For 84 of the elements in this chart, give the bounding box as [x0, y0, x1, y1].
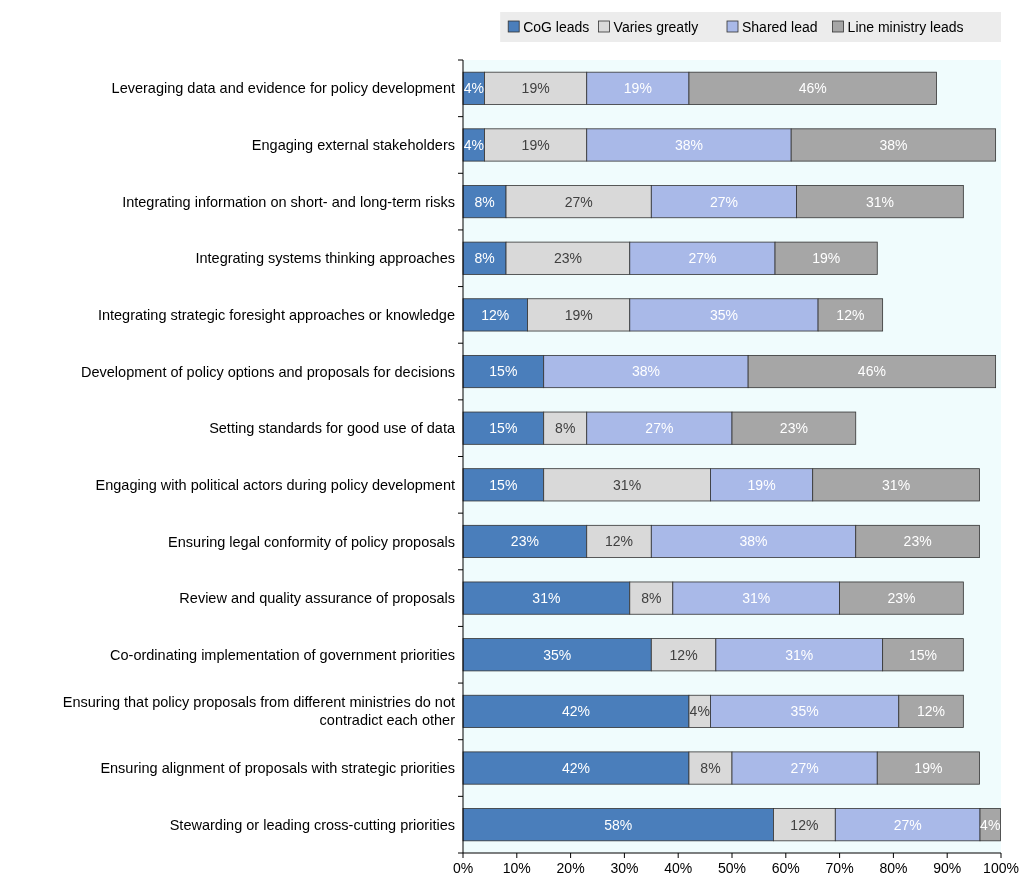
data-label: 38% — [879, 136, 908, 153]
data-label: 31% — [882, 476, 911, 493]
y-tick-label: Leveraging data and evidence for policy development — [111, 80, 455, 97]
data-label: 23% — [887, 590, 916, 607]
data-label: 8% — [555, 420, 576, 437]
data-label: 42% — [561, 703, 590, 720]
data-label: 12% — [481, 306, 510, 323]
data-label: 15% — [489, 420, 518, 437]
data-label: 27% — [688, 250, 717, 267]
data-label: 23% — [553, 250, 582, 267]
data-label: 35% — [790, 703, 819, 720]
y-tick-label: Development of policy options and proposals for decisions — [81, 363, 455, 380]
data-label: 38% — [674, 136, 703, 153]
data-label: 19% — [914, 759, 943, 776]
data-label: 31% — [532, 590, 561, 607]
y-tick-label: Stewarding or leading cross-cutting priorities — [169, 816, 455, 833]
legend-label: CoG leads — [523, 18, 590, 35]
data-label: 19% — [747, 476, 776, 493]
data-label: 27% — [645, 420, 674, 437]
data-label: 27% — [564, 193, 593, 210]
data-label: 12% — [917, 703, 946, 720]
data-label: 4% — [463, 80, 484, 97]
data-label: 4% — [463, 136, 484, 153]
data-label: 31% — [613, 476, 642, 493]
data-label: 31% — [742, 590, 771, 607]
data-label: 12% — [669, 646, 698, 663]
y-tick-label: Setting standards for good use of data — [209, 420, 456, 437]
data-label: 19% — [564, 306, 593, 323]
y-tick-label: Engaging external stakeholders — [251, 137, 455, 154]
data-label: 19% — [812, 250, 841, 267]
y-tick-label: Ensuring alignment of proposals with strategic priorities — [100, 760, 455, 777]
data-label: 19% — [521, 80, 550, 97]
data-label: 4% — [689, 703, 710, 720]
data-label: 27% — [790, 759, 819, 776]
data-label: 46% — [857, 363, 886, 380]
y-tick-label: Integrating information on short- and long-term risks — [122, 193, 455, 210]
legend-label: Shared lead — [742, 18, 818, 35]
x-tick-label: 80% — [879, 860, 908, 876]
data-label: 19% — [521, 136, 550, 153]
data-label: 15% — [489, 476, 518, 493]
x-tick-label: 10% — [502, 860, 531, 876]
data-label: 23% — [779, 420, 808, 437]
y-tick-label: Review and quality assurance of proposals — [179, 590, 455, 607]
y-tick-label: Integrating strategic foresight approaches or knowledge — [97, 306, 455, 323]
x-tick-label: 50% — [717, 860, 747, 876]
legend-label: Line ministry leads — [847, 18, 964, 35]
x-tick-label: 30% — [610, 860, 639, 876]
data-label: 42% — [561, 759, 590, 776]
y-tick-label: Co-ordinating implementation of government priorities — [110, 646, 455, 663]
data-label: 12% — [605, 533, 634, 550]
y-tick-label: Integrating systems thinking approaches — [195, 250, 455, 267]
data-label: 8% — [641, 590, 662, 607]
data-label: 12% — [790, 816, 819, 833]
legend-label: Varies greatly — [613, 18, 699, 35]
data-label: 4% — [980, 816, 1001, 833]
x-tick-label: 70% — [825, 860, 854, 876]
data-label: 35% — [543, 646, 572, 663]
x-tick-label: 0% — [452, 860, 474, 876]
data-label: 8% — [700, 759, 721, 776]
x-tick-label: 60% — [771, 860, 800, 876]
data-label: 58% — [604, 816, 633, 833]
data-label: 8% — [474, 193, 495, 210]
data-label: 38% — [631, 363, 660, 380]
x-tick-label: 90% — [933, 860, 962, 876]
y-tick-label: Ensuring that policy proposals from different ministries do not contradict each other — [62, 694, 456, 729]
data-label: 15% — [489, 363, 518, 380]
data-label: 12% — [836, 306, 865, 323]
data-label: 27% — [893, 816, 922, 833]
data-label: 23% — [903, 533, 932, 550]
data-label: 46% — [798, 80, 827, 97]
x-tick-label: 40% — [664, 860, 693, 876]
data-label: 19% — [623, 80, 652, 97]
x-tick-label: 100% — [983, 860, 1019, 876]
data-label: 31% — [865, 193, 894, 210]
data-label: 27% — [709, 193, 738, 210]
x-tick-label: 20% — [556, 860, 585, 876]
y-tick-label: Ensuring legal conformity of policy proposals — [168, 533, 455, 550]
data-label: 8% — [474, 250, 495, 267]
data-label: 31% — [785, 646, 814, 663]
y-tick-label: Engaging with political actors during policy development — [95, 476, 455, 493]
data-label: 35% — [709, 306, 738, 323]
data-label: 38% — [739, 533, 768, 550]
data-label: 15% — [908, 646, 938, 663]
data-label: 23% — [510, 533, 539, 550]
